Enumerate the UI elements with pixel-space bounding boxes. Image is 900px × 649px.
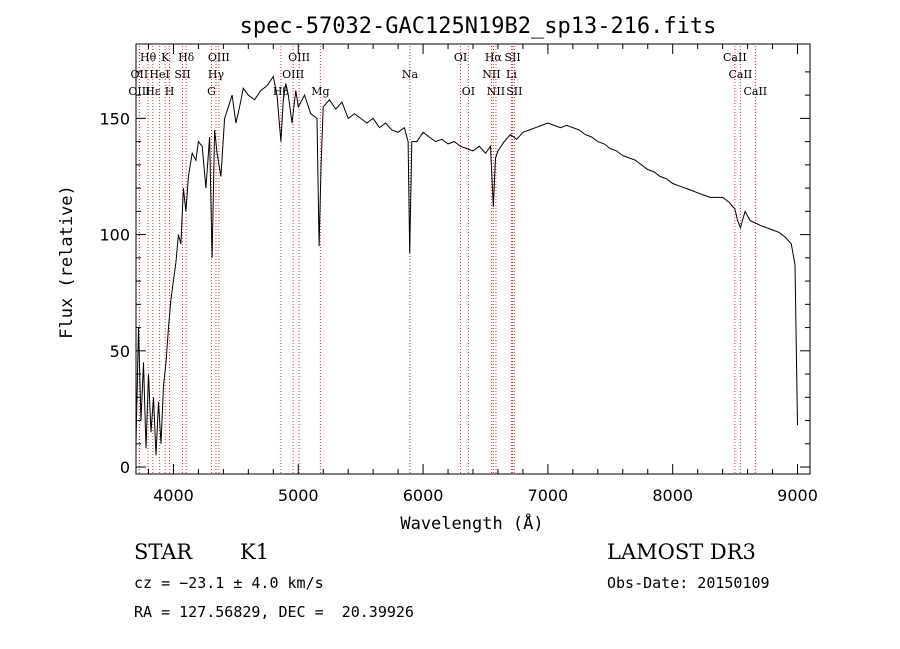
line-label-17: OI	[454, 51, 467, 64]
line-label-26: CaII	[729, 68, 753, 81]
y-axis: 0 50 100 150	[99, 71, 810, 477]
line-label-8: Hδ	[178, 51, 195, 64]
ra-dec-coordinates: RA = 127.56829, DEC = 20.39926	[134, 603, 414, 621]
chart-title: spec-57032-GAC125N19B2_sp13-216.fits	[240, 14, 717, 39]
x-tick-label-3: 7000	[528, 486, 569, 505]
line-label-7: H	[165, 85, 175, 98]
x-tick-label-0: 4000	[153, 486, 194, 505]
line-label-4: K	[161, 51, 170, 64]
object-subclass: K1	[240, 540, 270, 564]
line-label-3: Hε	[145, 85, 161, 98]
observation-date: Obs-Date: 20150109	[607, 574, 770, 592]
x-axis-label: Wavelength (Å)	[400, 512, 543, 534]
line-label-16: Na	[402, 68, 419, 81]
line-label-19: Hα	[485, 51, 503, 64]
object-class: STAR	[134, 540, 193, 564]
line-label-15: Mg	[311, 85, 329, 98]
y-tick-label-2: 100	[99, 226, 130, 245]
spectrum-line	[135, 75, 798, 456]
line-label-13: OIII	[282, 68, 304, 81]
line-label-6: SII	[174, 68, 190, 81]
line-label-10: Hγ	[208, 68, 225, 81]
line-label-24: SII	[506, 85, 522, 98]
x-tick-label-2: 6000	[403, 486, 444, 505]
line-label-23: NII	[487, 85, 505, 98]
line-label-9: OIII	[208, 51, 230, 64]
y-tick-label-0: 0	[120, 458, 130, 477]
spectral-line-markers	[138, 46, 756, 474]
y-tick-label-3: 150	[99, 109, 130, 128]
line-label-21: NII	[482, 68, 500, 81]
redshift-velocity: cz = −23.1 ± 4.0 km/s	[134, 574, 324, 592]
x-axis: 4000 5000 6000 7000 8000 9000	[147, 44, 818, 505]
x-tick-label-4: 8000	[652, 486, 693, 505]
y-tick-label-1: 50	[110, 342, 130, 361]
line-label-18: OI	[462, 85, 475, 98]
line-label-0: Hθ	[140, 51, 157, 64]
line-label-20: SII	[504, 51, 520, 64]
line-label-5: HeI	[149, 68, 169, 81]
line-label-12: OIII	[288, 51, 310, 64]
line-label-27: CaII	[743, 85, 767, 98]
line-label-22: Li	[506, 68, 517, 81]
x-tick-label-5: 9000	[777, 486, 818, 505]
line-label-2: OIII	[128, 85, 150, 98]
y-axis-label: Flux (relative)	[57, 185, 77, 339]
line-label-1: OII	[131, 68, 149, 81]
line-label-25: CaII	[723, 51, 747, 64]
survey-name: LAMOST DR3	[607, 540, 756, 564]
line-label-11: G	[207, 85, 216, 98]
x-tick-label-1: 5000	[278, 486, 319, 505]
plot-frame	[135, 43, 811, 475]
